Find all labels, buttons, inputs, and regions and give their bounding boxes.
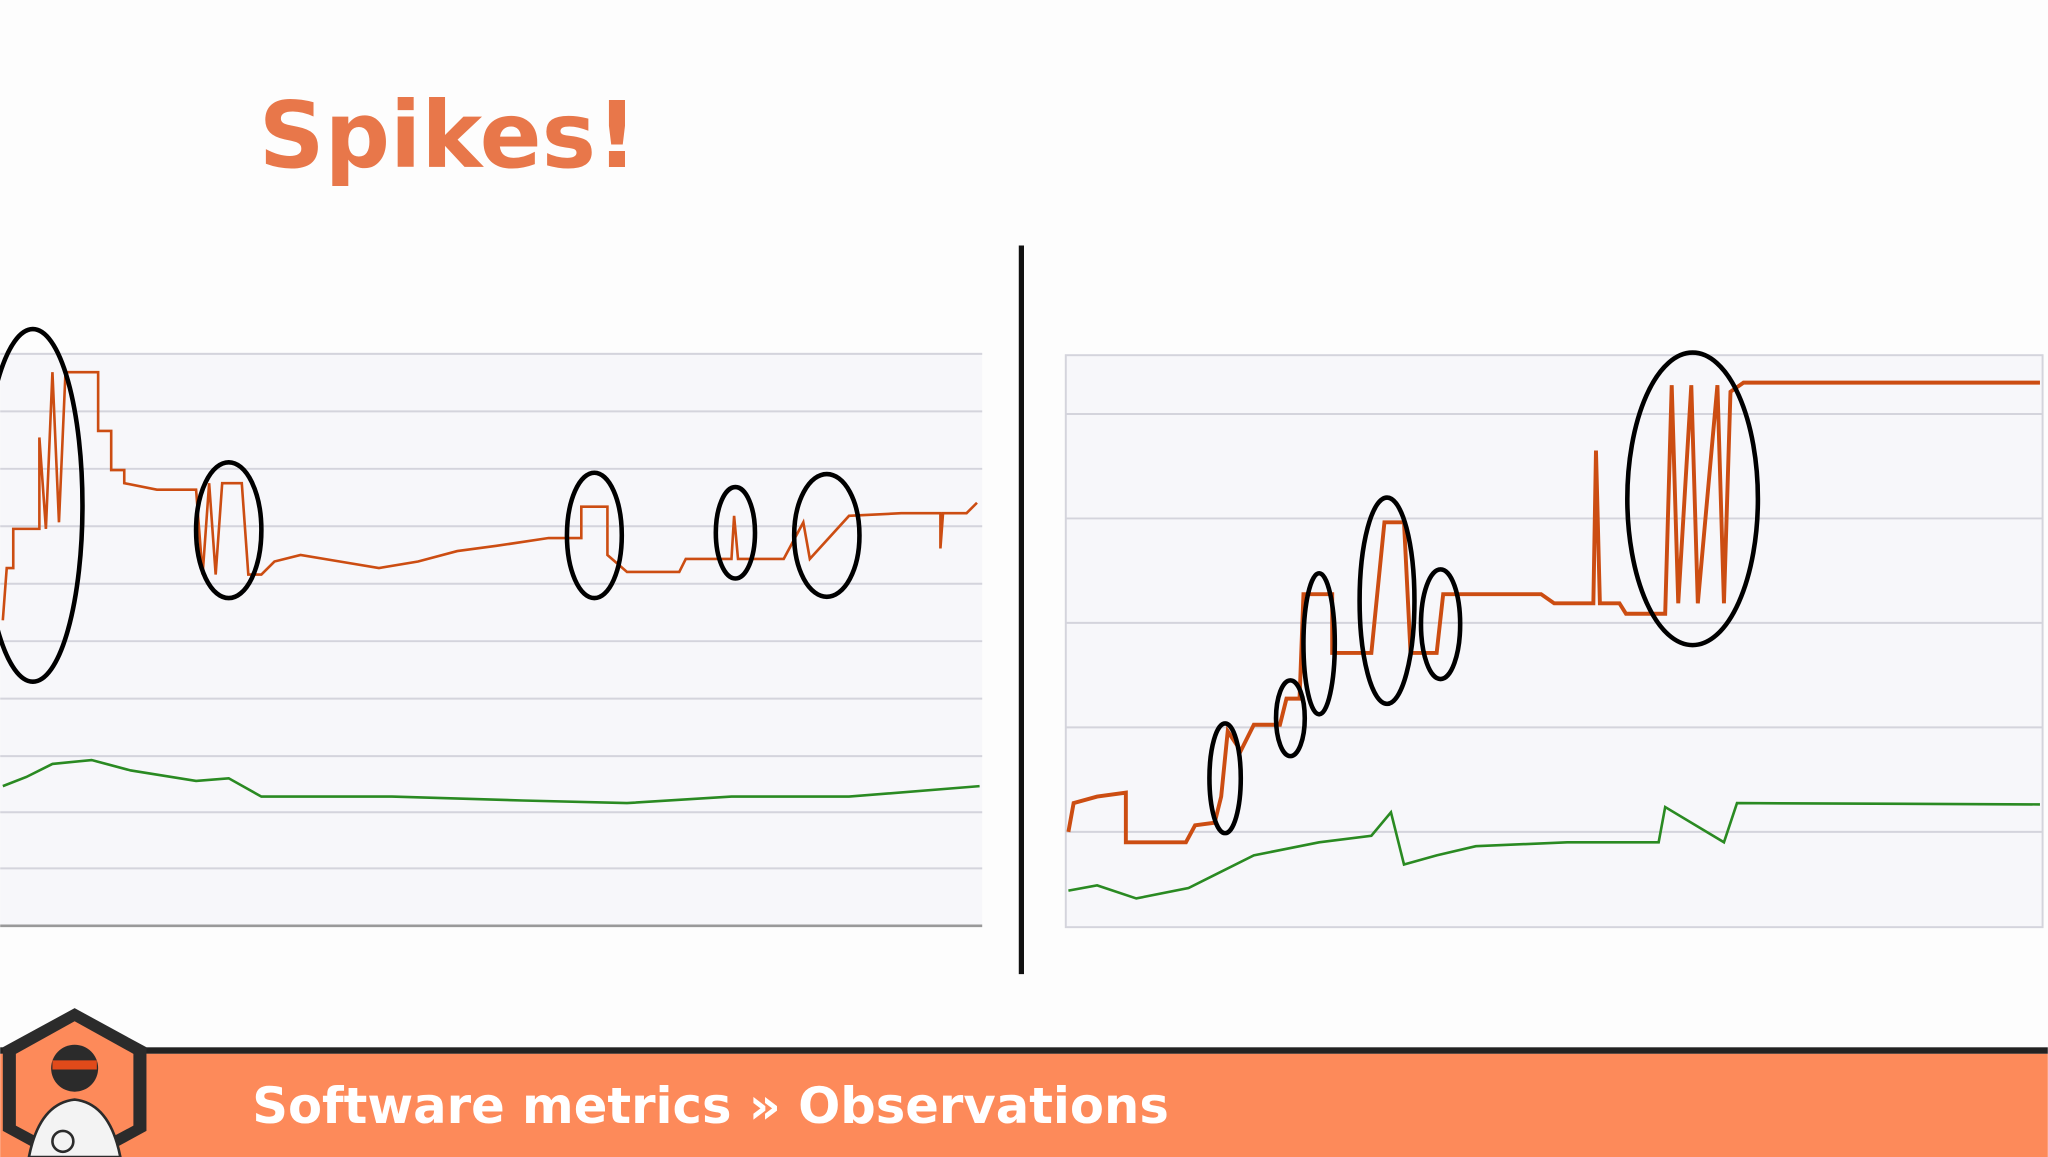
orange-line (1, 370, 978, 621)
right-chart (1064, 350, 2044, 929)
footer-rule (0, 1047, 2048, 1054)
footer-band (0, 1053, 2048, 1157)
footer-breadcrumb: Software metrics » Observations (252, 1077, 1169, 1135)
spike-circles (0, 326, 862, 684)
green-line (2, 758, 980, 805)
plot-area (1064, 354, 2044, 929)
plot-area (0, 352, 983, 928)
slide-title: Spikes! (259, 82, 638, 189)
green-line (1068, 801, 2040, 900)
left-chart (0, 326, 983, 928)
grid (0, 352, 983, 870)
spike-circles (1207, 350, 1761, 836)
logo (2, 1008, 147, 1157)
